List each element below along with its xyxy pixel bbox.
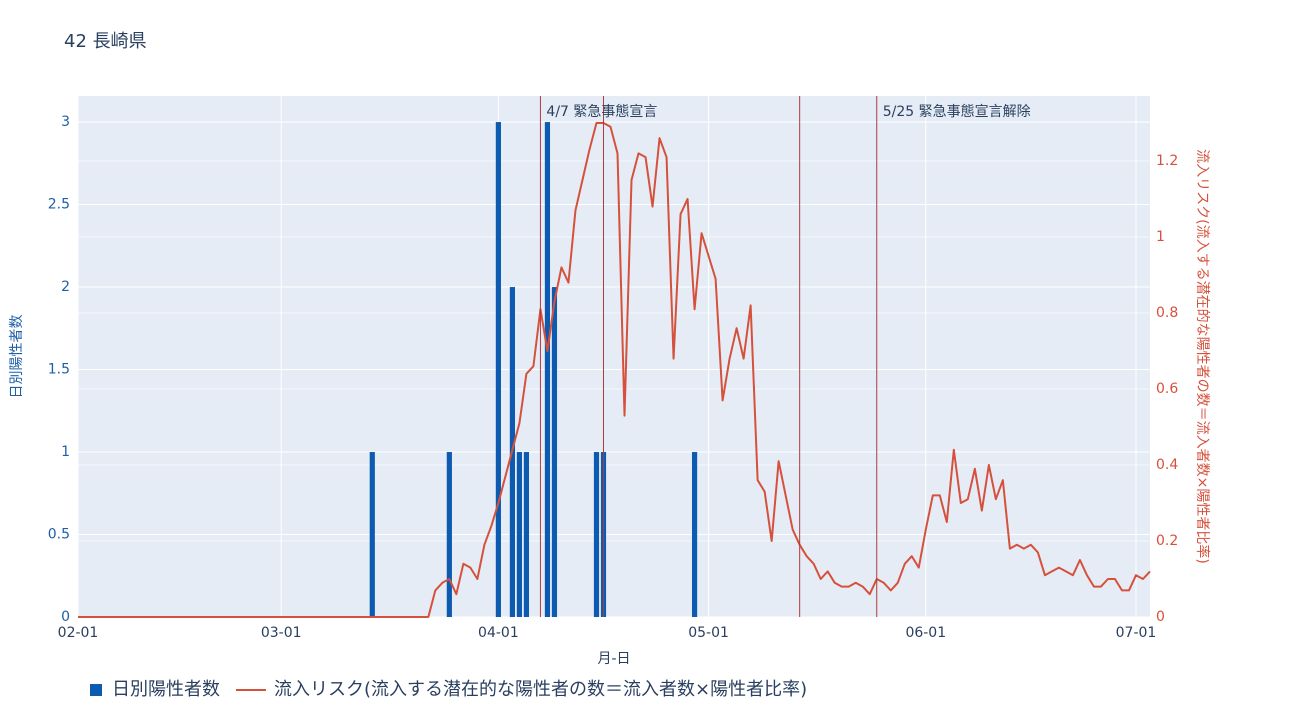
legend-item[interactable]: 日別陽性者数 [90,679,220,700]
y2-tick-label: 0.6 [1156,381,1178,397]
y-axis-title: 日別陽性者数 [9,315,25,399]
x-tick-label: 03-01 [261,625,302,641]
plot-background [78,96,1150,617]
y-tick-label: 1.5 [48,362,70,378]
x-tick-label: 02-01 [58,625,99,641]
bar [446,452,452,617]
x-axis-title: 月-日 [597,651,630,667]
bar [593,452,600,617]
legend-label: 流入リスク(流入する潜在的な陽性者の数＝流入者数×陽性者比率) [274,679,807,700]
y-tick-label: 3 [61,114,70,130]
x-tick-label: 06-01 [905,625,946,641]
annotation: 4/7 緊急事態宣言 [546,104,657,120]
y-tick-label: 2.5 [48,197,70,213]
bar [523,452,530,617]
y2-tick-label: 0.8 [1156,305,1178,321]
annotation: 5/25 緊急事態宣言解除 [883,104,1031,120]
y2-tick-label: 1.2 [1156,153,1178,169]
y-tick-label: 2 [61,279,70,295]
bar [495,122,501,617]
y2-tick-label: 1 [1156,229,1165,245]
bar [551,287,558,617]
chart-title: 42 長崎県 [64,31,147,52]
y-tick-label: 0 [61,609,70,625]
legend-label: 日別陽性者数 [112,679,220,700]
bar [691,452,698,617]
y-tick-label: 0.5 [48,527,70,543]
legend-item[interactable]: 流入リスク(流入する潜在的な陽性者の数＝流入者数×陽性者比率) [236,679,807,700]
y2-axis-title: 流入リスク(流入する潜在的な陽性者の数＝流入者数×陽性者比率) [1194,149,1211,564]
y-tick-label: 1 [61,444,70,460]
bar [544,122,551,617]
y2-tick-label: 0.2 [1156,533,1178,549]
y2-tick-label: 0.4 [1156,457,1178,473]
x-tick-label: 04-01 [478,625,519,641]
legend-swatch [90,684,102,696]
bar [516,452,523,617]
bar [369,452,375,617]
y2-tick-label: 0 [1156,609,1165,625]
x-tick-label: 05-01 [688,625,729,641]
x-tick-label: 07-01 [1116,625,1157,641]
line [78,121,1151,618]
